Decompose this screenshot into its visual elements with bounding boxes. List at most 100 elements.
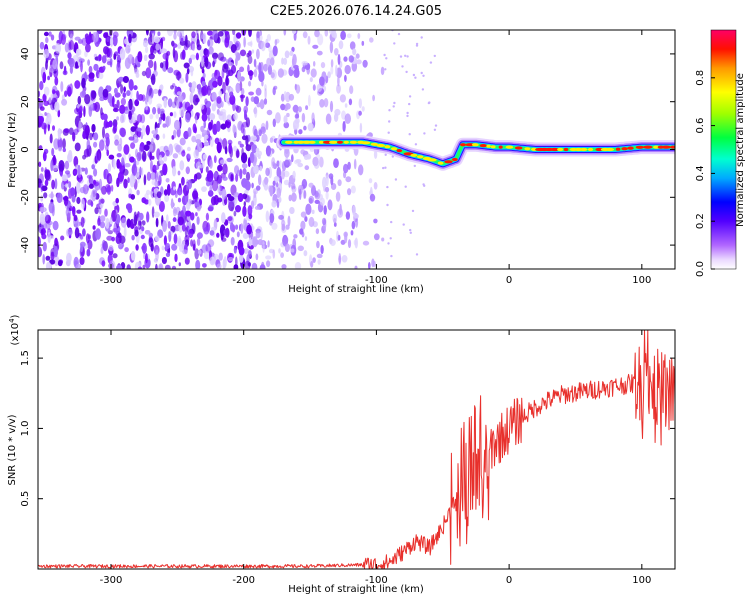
noise-speckle [361, 40, 365, 46]
noise-speckle [148, 96, 153, 105]
noise-speckle [289, 50, 294, 56]
noise-speckle [142, 150, 147, 162]
snr-x-tick-label: 100 [632, 575, 651, 586]
noise-speckle [53, 245, 58, 258]
noise-speckle [125, 44, 131, 54]
noise-speckle [255, 147, 260, 153]
noise-speckle [394, 178, 398, 181]
noise-speckle [133, 214, 138, 226]
noise-speckle [185, 210, 192, 217]
noise-speckle [181, 176, 185, 186]
noise-speckle [155, 113, 160, 119]
noise-speckle [106, 149, 109, 157]
noise-speckle [194, 126, 197, 134]
noise-speckle [237, 193, 244, 202]
noise-speckle [58, 147, 62, 152]
noise-speckle [265, 120, 269, 131]
noise-speckle [178, 262, 181, 267]
noise-speckle [103, 32, 108, 39]
noise-speckle [196, 232, 203, 239]
noise-speckle [68, 181, 72, 189]
noise-speckle [184, 227, 188, 238]
noise-speckle [161, 245, 165, 251]
noise-speckle [224, 31, 230, 35]
noise-speckle [158, 175, 162, 186]
noise-speckle [311, 112, 315, 123]
snr-y-ticks: 0.5 1.0 1.5 [20, 350, 675, 507]
noise-speckle [144, 109, 150, 115]
noise-speckle [62, 138, 66, 150]
noise-speckle [176, 91, 182, 96]
noise-speckle [323, 205, 327, 215]
noise-speckle [177, 187, 183, 196]
noise-speckle [130, 142, 136, 150]
noise-speckle [269, 137, 274, 143]
noise-speckle [173, 233, 178, 245]
noise-speckle [242, 232, 249, 239]
noise-speckle [278, 196, 282, 203]
noise-speckle [254, 106, 258, 118]
noise-speckle [308, 216, 315, 228]
noise-speckle [40, 167, 44, 172]
spectrogram-y-ticks: -40 -20 0 20 40 [20, 48, 675, 253]
noise-speckle [333, 158, 339, 169]
noise-speckle [337, 53, 341, 66]
noise-speckle [64, 42, 69, 53]
noise-speckle [216, 174, 223, 184]
spectrogram-noise-layer [38, 30, 438, 269]
noise-speckle [215, 120, 221, 132]
noise-speckle [134, 99, 140, 107]
noise-speckle [284, 243, 290, 252]
signal-hotspot [524, 147, 531, 151]
signal-hotspot [505, 145, 514, 149]
noise-speckle [249, 151, 255, 164]
noise-speckle [230, 222, 234, 232]
noise-speckle [110, 184, 114, 192]
snr-scale-prefix: (x10 [10, 323, 21, 346]
noise-speckle [39, 80, 44, 91]
noise-speckle [157, 229, 164, 239]
noise-speckle [241, 178, 248, 188]
noise-speckle [38, 108, 41, 118]
noise-speckle [67, 86, 72, 97]
noise-speckle [164, 194, 170, 203]
noise-speckle [325, 191, 329, 200]
noise-speckle [156, 103, 162, 109]
noise-speckle [165, 149, 170, 157]
noise-speckle [41, 185, 48, 192]
noise-speckle [162, 113, 166, 122]
noise-speckle [102, 65, 106, 71]
noise-speckle [153, 36, 160, 44]
noise-speckle [85, 35, 92, 45]
noise-speckle [260, 41, 266, 52]
noise-speckle [94, 101, 101, 113]
noise-speckle [408, 133, 411, 136]
noise-speckle [314, 199, 320, 204]
noise-speckle [228, 196, 235, 202]
noise-speckle [393, 101, 396, 105]
noise-speckle [105, 136, 110, 147]
noise-speckle [239, 66, 245, 73]
noise-speckle [165, 243, 171, 249]
noise-speckle [202, 263, 207, 268]
noise-speckle [211, 91, 217, 101]
noise-speckle [174, 85, 178, 95]
noise-speckle [283, 30, 287, 36]
noise-speckle [276, 160, 280, 167]
noise-speckle [220, 123, 227, 130]
signal-hotspot [498, 145, 503, 149]
noise-speckle [104, 208, 108, 217]
noise-speckle [44, 112, 47, 116]
noise-speckle [76, 196, 81, 205]
noise-speckle [49, 259, 56, 265]
noise-speckle [131, 163, 138, 176]
noise-speckle [329, 100, 334, 113]
noise-speckle [44, 179, 49, 187]
noise-speckle [346, 33, 352, 39]
spectrogram-x-ticks: -300 -200 -100 0 100 [100, 30, 651, 286]
noise-speckle [142, 264, 146, 269]
noise-speckle [287, 215, 291, 227]
noise-speckle [386, 203, 389, 207]
noise-speckle [86, 248, 91, 257]
noise-speckle [123, 226, 127, 238]
